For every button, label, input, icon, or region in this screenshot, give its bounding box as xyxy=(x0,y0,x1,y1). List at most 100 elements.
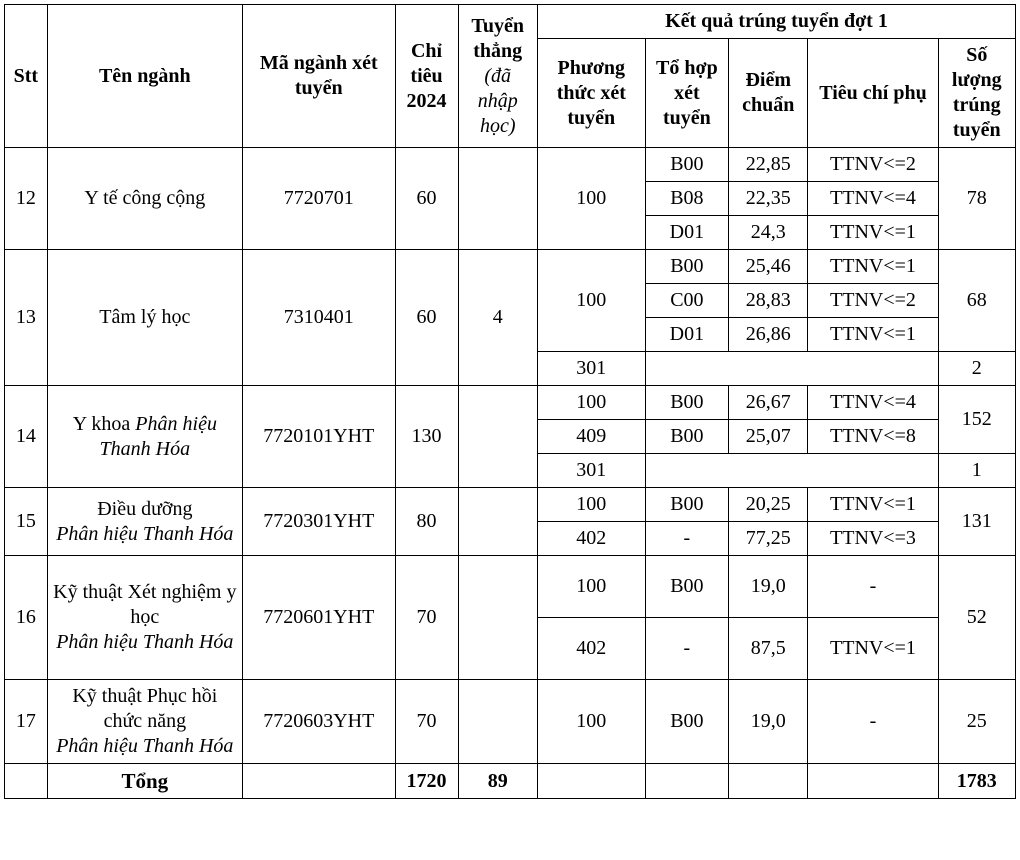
cell-combo: B00 xyxy=(645,420,728,454)
cell-combo: B00 xyxy=(645,680,728,764)
cell-combo: B00 xyxy=(645,386,728,420)
cell-total-direct: 89 xyxy=(458,764,537,799)
cell-total-count: 1783 xyxy=(938,764,1015,799)
major-main: Y khoa xyxy=(73,413,131,435)
cell-quota: 70 xyxy=(395,680,458,764)
cell-score: 77,25 xyxy=(729,522,808,556)
cell-score: 26,86 xyxy=(729,318,808,352)
cell-quota: 60 xyxy=(395,250,458,386)
major-sub: Phân hiệu Thanh Hóa xyxy=(56,631,233,653)
cell-count: 52 xyxy=(938,556,1015,680)
cell-combo: D01 xyxy=(645,318,728,352)
cell-criteria: TTNV<=1 xyxy=(808,216,938,250)
cell-score: 25,07 xyxy=(729,420,808,454)
cell-combo: D01 xyxy=(645,216,728,250)
header-direct-sub: (đã nhập học) xyxy=(478,65,518,137)
cell-score: 87,5 xyxy=(729,618,808,680)
cell-criteria: TTNV<=8 xyxy=(808,420,938,454)
cell-score: 22,85 xyxy=(729,148,808,182)
cell-direct: 4 xyxy=(458,250,537,386)
cell-empty xyxy=(242,764,395,799)
cell-count: 152 xyxy=(938,386,1015,454)
cell-score: 19,0 xyxy=(729,680,808,764)
cell-combo: - xyxy=(645,618,728,680)
cell-major: Y tế công cộng xyxy=(47,148,242,250)
cell-code: 7720101YHT xyxy=(242,386,395,488)
table-row: 15 Điều dưỡng Phân hiệu Thanh Hóa 772030… xyxy=(5,488,1016,522)
cell-method: 100 xyxy=(537,680,645,764)
cell-method: 409 xyxy=(537,420,645,454)
table-row-total: Tổng 1720 89 1783 xyxy=(5,764,1016,799)
cell-code: 7310401 xyxy=(242,250,395,386)
cell-combo: C00 xyxy=(645,284,728,318)
cell-method: 100 xyxy=(537,250,645,352)
cell-score: 28,83 xyxy=(729,284,808,318)
cell-empty xyxy=(729,764,808,799)
cell-score: 24,3 xyxy=(729,216,808,250)
cell-empty xyxy=(645,352,938,386)
header-quota: Chỉ tiêu 2024 xyxy=(395,5,458,148)
cell-direct xyxy=(458,148,537,250)
cell-quota: 70 xyxy=(395,556,458,680)
header-direct: Tuyển thẳng (đã nhập học) xyxy=(458,5,537,148)
header-result-group: Kết quả trúng tuyển đợt 1 xyxy=(537,5,1015,39)
cell-major: Điều dưỡng Phân hiệu Thanh Hóa xyxy=(47,488,242,556)
cell-major: Kỹ thuật Phục hồi chức năng Phân hiệu Th… xyxy=(47,680,242,764)
header-count: Số lượng trúng tuyển xyxy=(938,39,1015,148)
cell-total-label: Tổng xyxy=(47,764,242,799)
cell-score: 26,67 xyxy=(729,386,808,420)
cell-combo: B00 xyxy=(645,250,728,284)
cell-direct xyxy=(458,556,537,680)
cell-empty xyxy=(645,764,728,799)
major-main: Kỹ thuật Phục hồi chức năng xyxy=(72,685,217,732)
cell-criteria: TTNV<=4 xyxy=(808,386,938,420)
cell-criteria: - xyxy=(808,680,938,764)
cell-stt: 14 xyxy=(5,386,48,488)
header-combo: Tổ hợp xét tuyển xyxy=(645,39,728,148)
cell-criteria: - xyxy=(808,556,938,618)
major-sub: Phân hiệu Thanh Hóa xyxy=(56,735,233,757)
cell-count: 131 xyxy=(938,488,1015,556)
header-score: Điểm chuẩn xyxy=(729,39,808,148)
cell-major: Tâm lý học xyxy=(47,250,242,386)
cell-method: 100 xyxy=(537,386,645,420)
cell-score: 25,46 xyxy=(729,250,808,284)
major-main: Kỹ thuật Xét nghiệm y học xyxy=(53,581,236,628)
cell-major: Kỹ thuật Xét nghiệm y học Phân hiệu Than… xyxy=(47,556,242,680)
cell-count: 78 xyxy=(938,148,1015,250)
table-row: 14 Y khoa Phân hiệu Thanh Hóa 7720101YHT… xyxy=(5,386,1016,420)
cell-combo: B00 xyxy=(645,148,728,182)
cell-combo: B00 xyxy=(645,488,728,522)
cell-combo: - xyxy=(645,522,728,556)
cell-empty xyxy=(537,764,645,799)
cell-count: 1 xyxy=(938,454,1015,488)
header-method: Phương thức xét tuyển xyxy=(537,39,645,148)
table-row: 12 Y tế công cộng 7720701 60 100 B00 22,… xyxy=(5,148,1016,182)
cell-count: 68 xyxy=(938,250,1015,352)
cell-method: 100 xyxy=(537,556,645,618)
cell-criteria: TTNV<=1 xyxy=(808,318,938,352)
cell-criteria: TTNV<=2 xyxy=(808,148,938,182)
cell-score: 19,0 xyxy=(729,556,808,618)
cell-stt: 12 xyxy=(5,148,48,250)
cell-stt: 13 xyxy=(5,250,48,386)
cell-code: 7720603YHT xyxy=(242,680,395,764)
cell-empty xyxy=(808,764,938,799)
cell-criteria: TTNV<=3 xyxy=(808,522,938,556)
cell-stt: 16 xyxy=(5,556,48,680)
cell-method: 402 xyxy=(537,522,645,556)
cell-direct xyxy=(458,386,537,488)
cell-method: 301 xyxy=(537,454,645,488)
cell-score: 22,35 xyxy=(729,182,808,216)
cell-method: 402 xyxy=(537,618,645,680)
cell-method: 100 xyxy=(537,148,645,250)
cell-stt: 17 xyxy=(5,680,48,764)
cell-criteria: TTNV<=1 xyxy=(808,488,938,522)
cell-method: 301 xyxy=(537,352,645,386)
major-main: Điều dưỡng xyxy=(97,498,192,520)
cell-combo: B08 xyxy=(645,182,728,216)
major-sub: Phân hiệu Thanh Hóa xyxy=(56,523,233,545)
cell-quota: 60 xyxy=(395,148,458,250)
cell-code: 7720701 xyxy=(242,148,395,250)
cell-count: 2 xyxy=(938,352,1015,386)
